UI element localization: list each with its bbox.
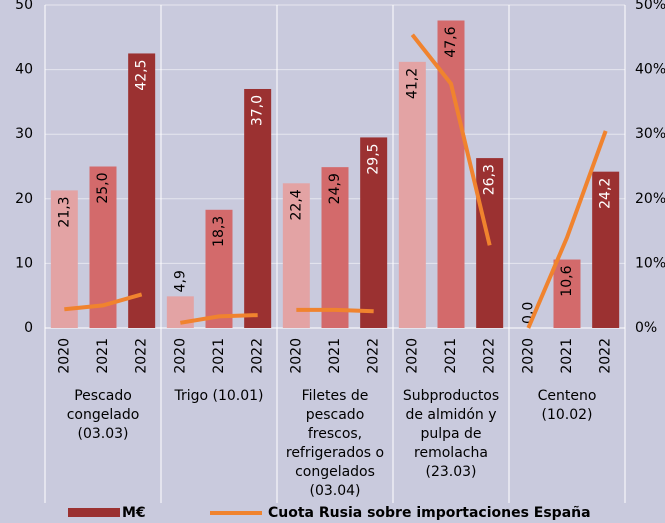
y2-tick-label: 40% <box>635 62 665 78</box>
data-label: 21,3 <box>56 196 72 227</box>
x-sub-label: 2021 <box>443 338 459 374</box>
y2-tick-label: 0% <box>635 320 657 336</box>
bar <box>50 190 78 328</box>
bar <box>360 137 388 328</box>
legend-swatch <box>68 508 120 517</box>
data-label: 47,6 <box>443 26 459 57</box>
y-tick-label: 30 <box>15 126 33 142</box>
legend-label: M€ <box>122 505 146 521</box>
x-sub-label: 2020 <box>520 338 536 374</box>
data-label: 24,2 <box>598 178 614 209</box>
data-label: 22,4 <box>288 189 304 220</box>
data-label: 10,6 <box>559 265 575 296</box>
data-label: 24,9 <box>327 173 343 204</box>
bar <box>398 61 426 329</box>
bar <box>128 53 156 328</box>
bar <box>282 183 310 328</box>
x-tick-label: de almidón y <box>405 407 496 423</box>
x-sub-label: 2021 <box>559 338 575 374</box>
data-label: 25,0 <box>95 173 111 204</box>
x-tick-label: congelados <box>295 464 375 480</box>
line <box>296 307 374 314</box>
y2-tick-label: 30% <box>635 126 665 142</box>
bar <box>437 20 465 329</box>
bar <box>553 259 581 328</box>
x-tick-label: Subproductos <box>403 388 499 404</box>
x-sub-label: 2021 <box>211 338 227 374</box>
x-sub-label: 2020 <box>56 338 72 374</box>
line <box>526 130 608 329</box>
line <box>64 292 143 312</box>
x-tick-label: pulpa de <box>420 426 481 442</box>
x-tick-label: (23.03) <box>425 464 476 480</box>
x-tick-label: Filetes de <box>302 388 369 404</box>
data-label: 26,3 <box>482 164 498 195</box>
x-tick-label: (10.02) <box>541 407 592 423</box>
x-sub-label: 2022 <box>482 338 498 374</box>
line <box>410 33 492 246</box>
x-tick-label: (03.04) <box>309 483 360 499</box>
x-tick-label: Pescado <box>74 388 132 404</box>
x-sub-label: 2022 <box>134 338 150 374</box>
bar <box>205 209 233 328</box>
data-label: 18,3 <box>211 216 227 247</box>
data-label: 42,5 <box>134 59 150 90</box>
data-label: 29,5 <box>366 143 382 174</box>
x-sub-label: 2021 <box>95 338 111 374</box>
y-tick-label: 10 <box>15 255 33 271</box>
y-tick-label: 0 <box>24 320 33 336</box>
x-sub-label: 2022 <box>250 338 266 374</box>
bar <box>592 171 620 328</box>
y-tick-label: 50 <box>15 0 33 13</box>
data-label: 4,9 <box>172 270 188 292</box>
y-tick-label: 20 <box>15 191 33 207</box>
x-sub-label: 2022 <box>366 338 382 374</box>
y2-tick-label: 50% <box>635 0 665 13</box>
y-tick-label: 40 <box>15 62 33 78</box>
data-label: 37,0 <box>250 95 266 126</box>
x-tick-label: frescos, <box>308 426 362 442</box>
x-sub-label: 2021 <box>327 338 343 374</box>
legend-label: Cuota Rusia sobre importaciones España <box>268 505 591 521</box>
y2-tick-label: 20% <box>635 191 665 207</box>
x-tick-label: refrigerados o <box>286 445 384 461</box>
bar <box>244 88 272 328</box>
bar <box>321 167 349 328</box>
x-tick-label: congelado <box>67 407 140 423</box>
x-tick-label: pescado <box>306 407 365 423</box>
x-sub-label: 2022 <box>598 338 614 374</box>
data-label: 41,2 <box>404 68 420 99</box>
y2-tick-label: 10% <box>635 255 665 271</box>
x-sub-label: 2020 <box>172 338 188 374</box>
line <box>180 313 258 325</box>
x-tick-label: Centeno <box>538 388 597 404</box>
x-sub-label: 2020 <box>404 338 420 374</box>
x-tick-label: (03.03) <box>77 426 128 442</box>
x-sub-label: 2020 <box>288 338 304 374</box>
x-tick-label: remolacha <box>414 445 488 461</box>
x-tick-label: Trigo (10.01) <box>173 388 263 404</box>
